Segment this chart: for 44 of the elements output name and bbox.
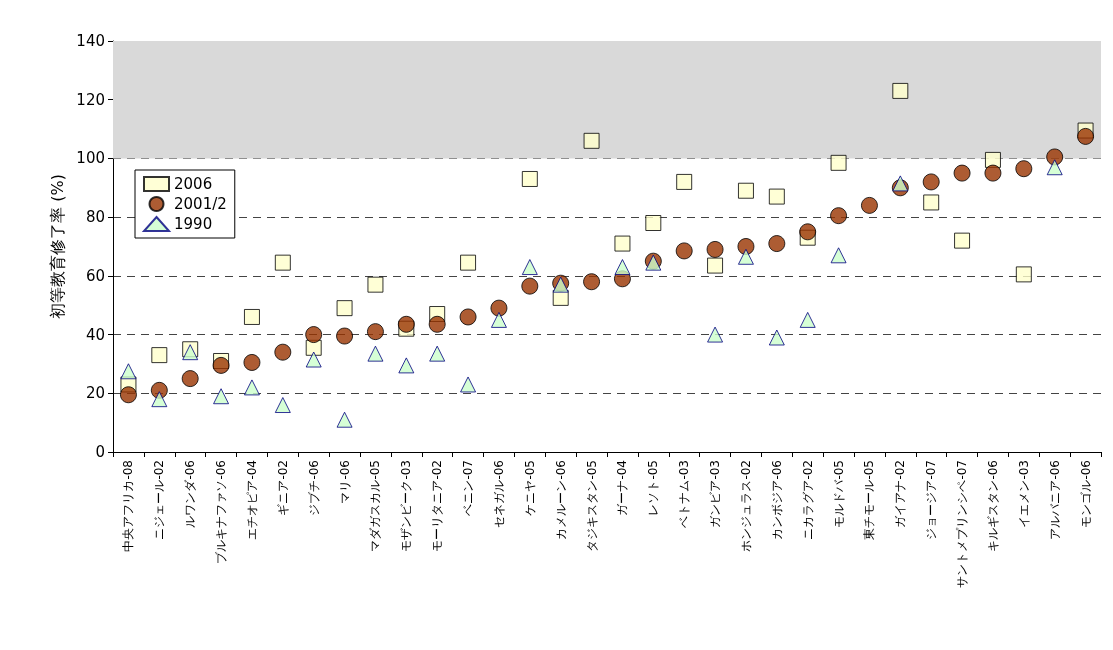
x-tick-label: 東チモール-05: [862, 460, 877, 540]
x-tick-label: ニジェール-02: [152, 460, 167, 540]
x-tick-label: セネガル-06: [491, 460, 506, 528]
x-tick-label: ニカラグア-02: [800, 460, 815, 540]
y-tick-label: 20: [85, 384, 105, 403]
x-tick-label: サントメプリンシペ-07: [955, 460, 970, 588]
x-tick-label: マダガスカル-05: [368, 460, 383, 552]
x-tick-label: エチオピア-04: [244, 460, 259, 540]
x-tick-label: カンボジア-06: [769, 460, 784, 540]
x-tick-label: イエメン-03: [1016, 460, 1031, 528]
y-tick-label: 140: [76, 32, 105, 50]
x-tick-label: 中央アフリカ-08: [121, 460, 136, 552]
legend-label: 2001/2: [174, 195, 227, 213]
x-tick-label: キルギスタン-06: [985, 460, 1000, 552]
legend-label: 1990: [174, 215, 213, 233]
x-tick-label: モーリタニア-02: [430, 460, 445, 552]
x-tick-label: ガンビア-03: [708, 460, 723, 528]
x-tick-label: ホンジュラス-02: [738, 460, 753, 552]
y-axis-title: 初等教育修了率 (%): [47, 174, 67, 319]
x-tick-label: ジブチ-06: [306, 460, 321, 516]
y-tick-label: 0: [95, 443, 105, 461]
y-tick-label: 60: [85, 266, 105, 285]
x-tick-label: タジキスタン-05: [584, 460, 599, 552]
x-tick-label: モザンビーク-03: [399, 460, 414, 552]
x-tick-label: ベトナム-03: [677, 460, 692, 528]
x-tick-label: レソト-05: [646, 460, 661, 516]
x-tick-label: モルドバ-05: [831, 460, 846, 528]
x-tick-label: ルワンダ-06: [183, 460, 198, 528]
y-tick-label: 120: [76, 90, 105, 109]
x-tick-label: アルバニア-06: [1047, 460, 1062, 540]
x-tick-label: ガーナ-04: [615, 460, 630, 516]
x-tick-label: マリ-06: [337, 460, 352, 504]
x-tick-label: カメルーン-06: [553, 460, 568, 540]
legend-label: 2006: [174, 175, 213, 193]
x-tick-label: モンゴル-06: [1078, 460, 1093, 528]
y-tick-label: 100: [76, 149, 105, 168]
x-tick-label: ギニア-02: [275, 460, 290, 516]
x-tick-label: ガイアナ-02: [893, 460, 908, 528]
x-tick-label: ジョージア-07: [924, 460, 939, 540]
y-tick-label: 80: [85, 208, 105, 227]
y-tick-label: 40: [85, 325, 105, 344]
x-tick-label: ブルキナファソ-06: [214, 460, 229, 564]
x-tick-label: ケニヤ-05: [522, 460, 537, 516]
x-tick-label: ベニン-07: [461, 460, 476, 516]
